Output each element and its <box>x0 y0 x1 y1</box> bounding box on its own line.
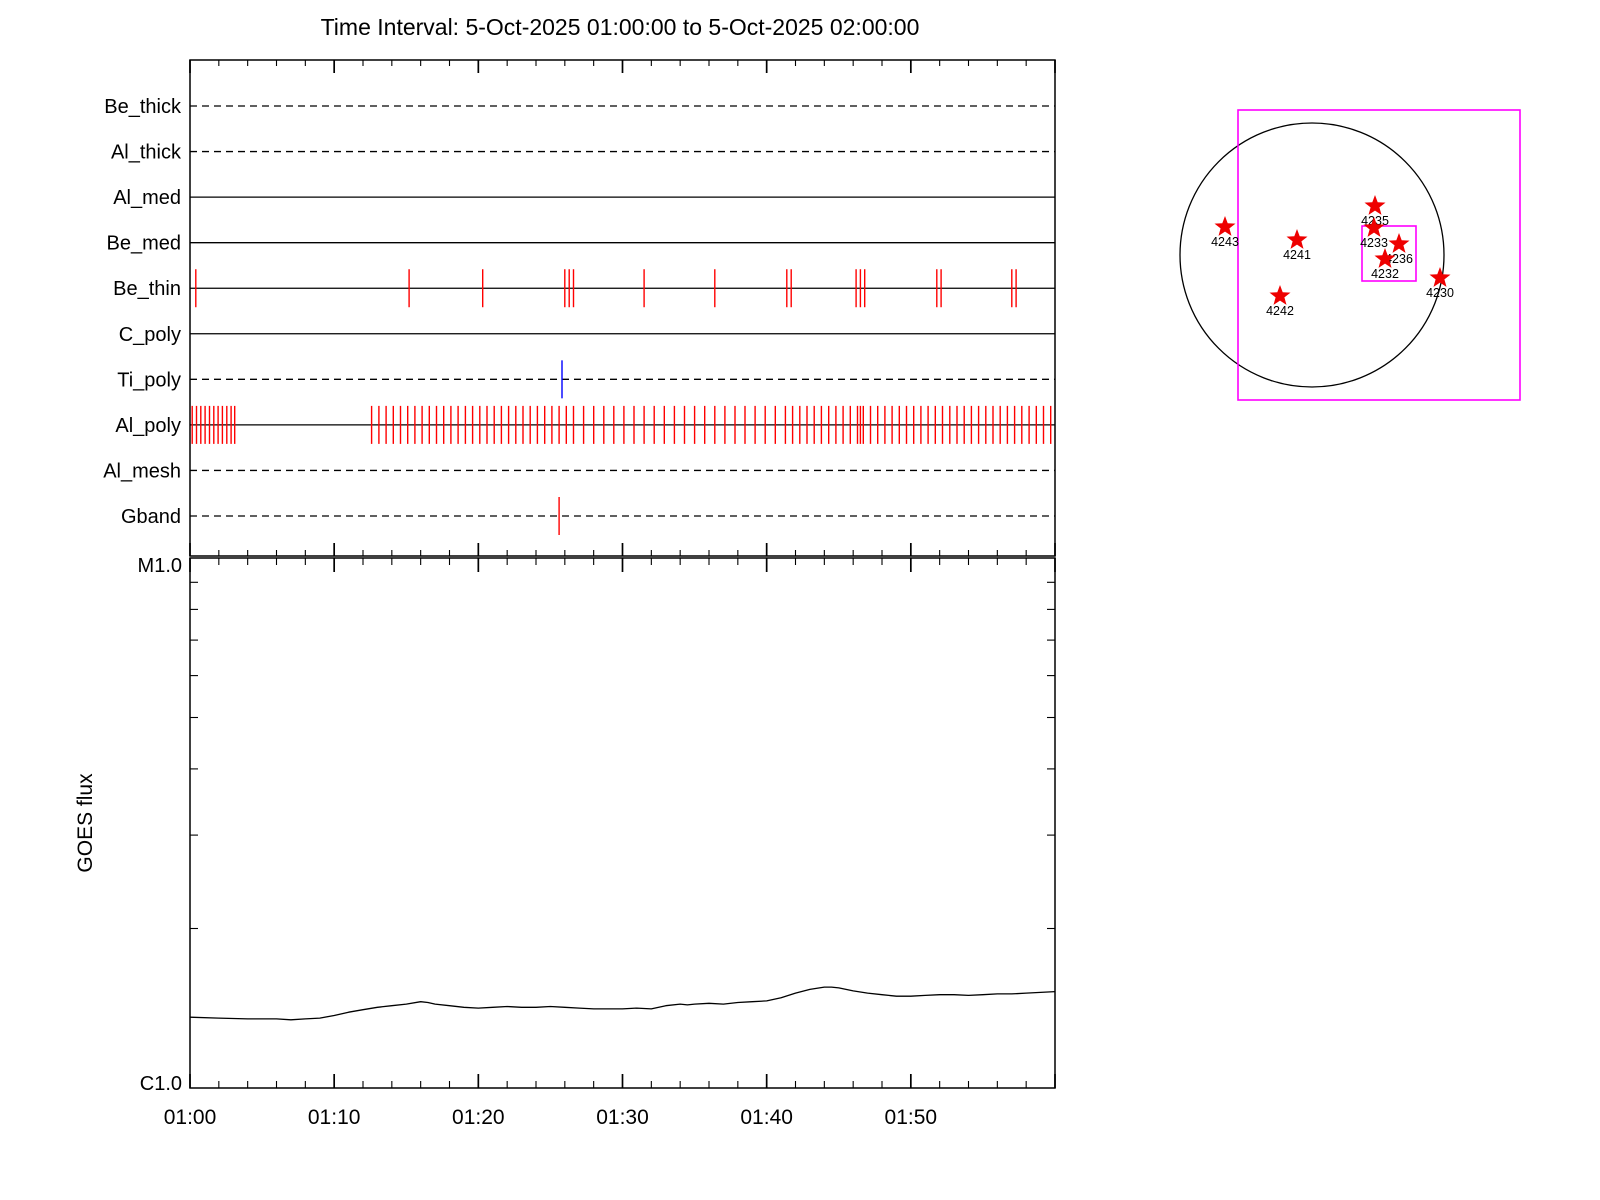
timeline-row-label-Al_poly: Al_poly <box>115 415 181 437</box>
timeline-row-label-Be_thin: Be_thin <box>113 278 181 300</box>
solar-disk-limb <box>1179 122 1445 388</box>
active-region-label-4232: 4232 <box>1371 267 1399 281</box>
active-region-label-4233: 4233 <box>1360 236 1388 250</box>
timeline-and-goes-plot: Be_thick Al_thick Al_med Be_med Be_thin C_pol… <box>74 59 1056 1129</box>
timeline-row-label-Be_med: Be_med <box>107 233 182 255</box>
goes-xtick-label-01:50: 01:50 <box>885 1106 938 1129</box>
active-region-star-4236 <box>1388 233 1410 253</box>
active-region-label-4230: 4230 <box>1426 286 1454 300</box>
fov-box-1 <box>1361 225 1417 282</box>
active-region-label-4242: 4242 <box>1266 304 1294 318</box>
goes-xtick-label-01:10: 01:10 <box>308 1106 361 1129</box>
active-region-star-4243 <box>1214 216 1236 236</box>
active-region-star-4235 <box>1364 195 1386 215</box>
timeline-row-label-Al_thick: Al_thick <box>111 142 182 164</box>
timeline-row-label-Be_thick: Be_thick <box>104 96 182 118</box>
active-region-star-4232 <box>1374 248 1396 268</box>
timeline-row-label-Al_mesh: Al_mesh <box>103 460 181 482</box>
page-title: Time Interval: 5-Oct-2025 01:00:00 to 5-… <box>320 14 920 40</box>
goes-ymin-label: C1.0 <box>140 1073 182 1095</box>
active-region-label-4241: 4241 <box>1283 248 1311 262</box>
active-region-star-4242 <box>1269 285 1291 305</box>
goes-xtick-label-01:00: 01:00 <box>164 1106 217 1129</box>
timeline-row-label-Al_med: Al_med <box>113 187 181 209</box>
goes-xtick-label-01:20: 01:20 <box>452 1106 505 1129</box>
goes-xtick-label-01:30: 01:30 <box>596 1106 649 1129</box>
goes-ymax-label: M1.0 <box>138 555 182 577</box>
goes-flux-curve <box>189 986 1056 1021</box>
goes-ylabel: GOES flux <box>74 773 97 873</box>
active-region-star-4230 <box>1429 267 1451 287</box>
fov-box-0 <box>1237 109 1521 401</box>
timeline-row-label-Gband: Gband <box>121 506 181 528</box>
timeline-row-label-C_poly: C_poly <box>119 324 181 346</box>
goes-xtick-label-01:40: 01:40 <box>740 1106 793 1129</box>
solar-disk-map: 42434241423542334236423242304242 <box>1179 109 1521 401</box>
active-region-star-4241 <box>1286 229 1308 249</box>
timeline-panel-border <box>189 59 1056 557</box>
timeline-row-label-Ti_poly: Ti_poly <box>117 369 181 391</box>
active-region-star-4233 <box>1363 217 1385 237</box>
active-region-label-4243: 4243 <box>1211 235 1239 249</box>
